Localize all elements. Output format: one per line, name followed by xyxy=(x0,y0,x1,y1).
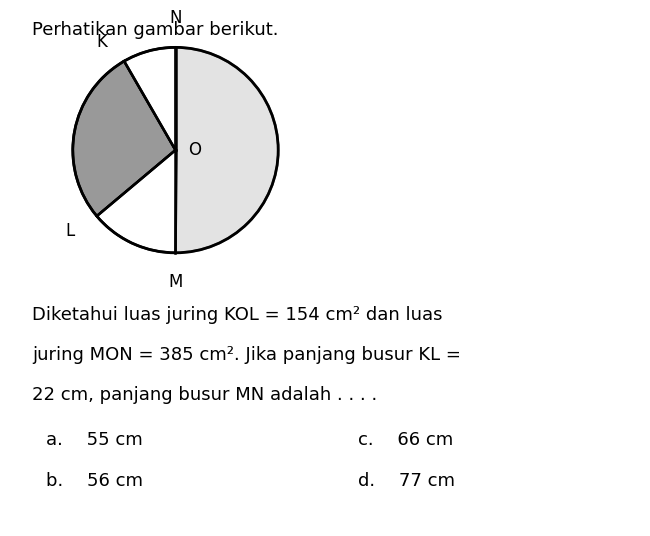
Text: N: N xyxy=(169,9,182,27)
Text: c.  66 cm: c. 66 cm xyxy=(358,431,453,450)
Wedge shape xyxy=(97,150,176,253)
Text: O: O xyxy=(188,141,201,159)
Wedge shape xyxy=(124,47,176,150)
Text: juring MON = 385 cm². Jika panjang busur KL =: juring MON = 385 cm². Jika panjang busur… xyxy=(32,346,461,364)
Text: Perhatikan gambar berikut.: Perhatikan gambar berikut. xyxy=(32,21,279,40)
Text: d.  77 cm: d. 77 cm xyxy=(358,472,454,490)
Text: 22 cm, panjang busur MN adalah . . . .: 22 cm, panjang busur MN adalah . . . . xyxy=(32,386,378,404)
Wedge shape xyxy=(176,47,278,253)
Text: b.  56 cm: b. 56 cm xyxy=(46,472,142,490)
Text: L: L xyxy=(65,221,74,240)
Text: M: M xyxy=(168,273,183,292)
Text: a.  55 cm: a. 55 cm xyxy=(46,431,142,450)
Text: K: K xyxy=(97,33,108,50)
Text: Diketahui luas juring KOL = 154 cm² dan luas: Diketahui luas juring KOL = 154 cm² dan … xyxy=(32,306,443,324)
Wedge shape xyxy=(73,61,176,216)
